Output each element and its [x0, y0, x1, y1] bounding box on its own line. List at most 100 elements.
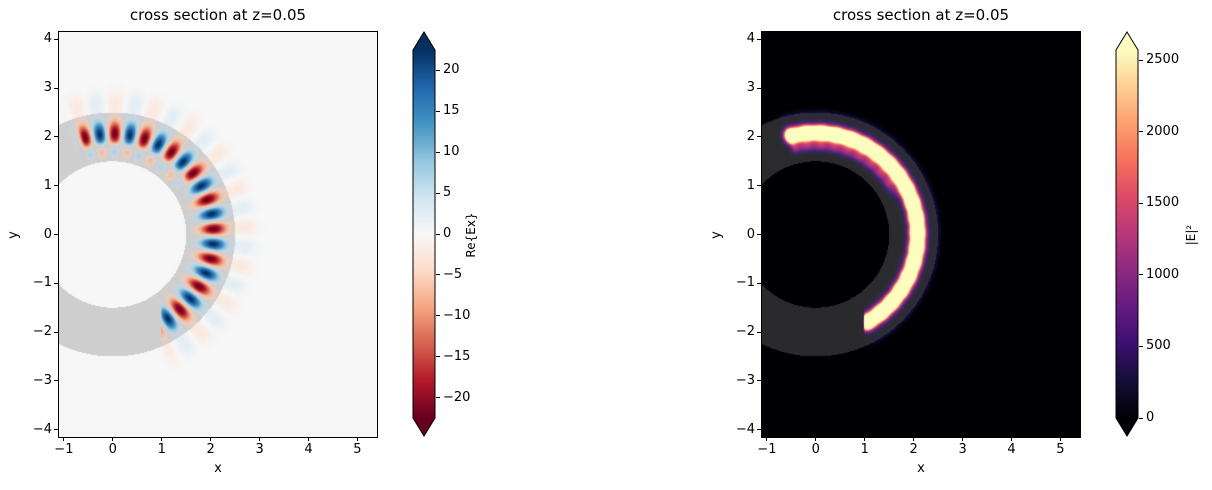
x-tick-label: 1	[157, 442, 166, 457]
colorbar-tick-label: 0	[1146, 410, 1155, 425]
y-tick	[757, 38, 761, 40]
plot-area	[58, 31, 378, 438]
x-tick-label: 0	[108, 442, 117, 457]
y-tick-label: −3	[32, 372, 52, 388]
colorbar-tick	[436, 356, 440, 358]
y-tick	[54, 331, 58, 333]
colorbar-tick-label: −5	[443, 266, 463, 282]
colorbar-tick-label: −15	[443, 348, 471, 364]
colorbar-tick-label: 20	[443, 62, 460, 78]
x-tick-label: 2	[206, 442, 215, 457]
x-tick-label: 2	[909, 442, 918, 457]
x-axis-label: x	[214, 461, 222, 476]
colorbar-tick-label: −10	[443, 307, 471, 323]
x-tick-label: −1	[54, 442, 74, 457]
x-tick	[766, 437, 768, 441]
y-tick	[54, 234, 58, 235]
y-tick-label: 1	[746, 177, 755, 193]
colorbar-tick	[436, 397, 440, 399]
y-tick	[54, 136, 58, 138]
x-axis-label: x	[917, 461, 925, 476]
colorbar-tick	[436, 274, 440, 276]
x-tick-label: 3	[958, 442, 967, 457]
y-tick	[757, 87, 761, 89]
y-tick-label: 0	[43, 226, 52, 242]
colorbar-tick	[436, 69, 440, 71]
colorbar-gradient	[412, 31, 436, 437]
colorbar-tick-label: 2500	[1146, 52, 1180, 68]
x-tick-label: 4	[304, 442, 313, 457]
y-tick	[54, 87, 58, 89]
y-tick	[757, 282, 761, 284]
colorbar-tick-label: 1500	[1146, 195, 1180, 211]
colorbar-tick-label: 5	[443, 185, 452, 201]
x-tick	[913, 437, 915, 441]
y-tick	[757, 136, 761, 138]
y-tick-label: 4	[746, 31, 755, 47]
colorbar-tick	[1139, 417, 1143, 419]
y-tick	[54, 380, 58, 382]
y-tick	[54, 38, 58, 40]
y-tick-label: −3	[735, 372, 755, 388]
plot-title: cross section at z=0.05	[832, 6, 1010, 24]
x-tick	[815, 437, 817, 441]
colorbar-tick	[1139, 345, 1143, 347]
colorbar-tick-label: 0	[443, 226, 452, 241]
plot-area	[761, 31, 1081, 438]
left-panel: cross section at z=0.05 −1 0 1 2 3 4 5 −4 −3 −2−…	[0, 0, 520, 490]
colorbar-tick-label: 2000	[1146, 123, 1180, 139]
y-tick-label: −2	[735, 324, 755, 340]
y-tick	[54, 429, 58, 431]
x-tick-label: 5	[1056, 442, 1065, 457]
colorbar-tick	[436, 315, 440, 317]
colorbar-label: Re{Ex}	[464, 212, 478, 258]
x-tick	[962, 437, 964, 441]
x-tick-label: 3	[255, 442, 264, 457]
colorbar-tick-label: 500	[1146, 338, 1171, 354]
colorbar-tick-label: 15	[443, 103, 460, 119]
colorbar-tick-label: 1000	[1146, 266, 1180, 282]
x-tick-label: 4	[1007, 442, 1016, 457]
y-tick-label: 2	[746, 128, 755, 144]
x-tick-label: 5	[353, 442, 362, 457]
colorbar-tick	[1139, 274, 1143, 276]
colorbar-tick-label: −20	[443, 389, 471, 405]
x-tick	[308, 437, 309, 441]
x-tick	[210, 437, 212, 441]
x-tick	[356, 437, 358, 441]
y-tick	[54, 185, 58, 187]
x-tick	[161, 437, 163, 441]
right-panel: cross section at z=0.05 −1 0 1 2 3 4 5 −4 −3 −2 −…	[703, 0, 1212, 490]
x-tick	[112, 437, 114, 441]
x-tick	[1011, 437, 1012, 441]
colorbar-tick	[436, 192, 440, 194]
colorbar-tick	[1139, 131, 1143, 133]
y-tick	[757, 234, 761, 235]
y-tick-label: 1	[43, 177, 52, 193]
field-heatmap-canvas	[762, 32, 1080, 437]
y-axis-label: y	[709, 231, 724, 239]
y-axis-label: y	[6, 231, 21, 239]
colorbar-gradient	[1115, 31, 1139, 437]
x-tick	[1059, 437, 1061, 441]
y-tick-label: −2	[32, 324, 52, 340]
y-tick-label: −1	[735, 275, 755, 291]
plot-title: cross section at z=0.05	[129, 6, 307, 24]
colorbar-tick	[436, 151, 440, 153]
colorbar-tick	[436, 233, 440, 235]
colorbar-label: |E|²	[1184, 224, 1198, 246]
x-tick	[259, 437, 261, 441]
x-tick-label: −1	[757, 442, 777, 457]
x-tick	[864, 437, 866, 441]
colorbar-tick	[1139, 202, 1143, 204]
colorbar-tick	[436, 110, 440, 112]
y-tick-label: −4	[735, 421, 755, 437]
y-tick-label: 3	[43, 80, 52, 96]
y-tick-label: 4	[43, 31, 52, 47]
y-tick	[757, 380, 761, 382]
y-tick-label: 3	[746, 80, 755, 96]
x-tick-label: 0	[811, 442, 820, 457]
y-tick-label: 2	[43, 128, 52, 144]
y-tick	[757, 331, 761, 333]
